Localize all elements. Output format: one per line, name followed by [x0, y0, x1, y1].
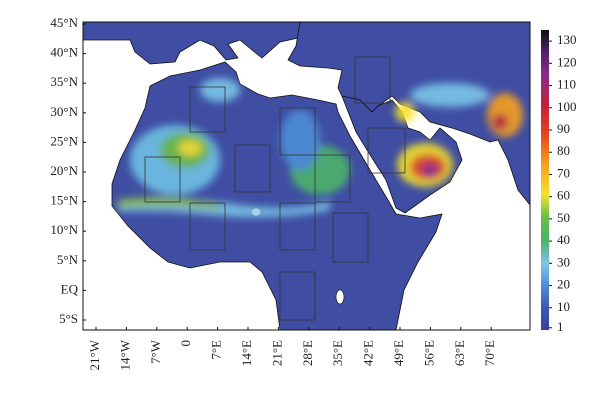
- lon-label: 14°E: [239, 340, 254, 366]
- colorbar-label: 30: [557, 254, 570, 269]
- lat-label: 20°N: [50, 163, 78, 178]
- colorbar-label: 100: [557, 99, 577, 114]
- map-frame: [82, 21, 531, 331]
- colorbar-label: 110: [557, 77, 576, 92]
- lon-label: 7°W: [148, 339, 163, 364]
- colorbar-label: 80: [557, 143, 570, 158]
- lat-label: 15°N: [50, 193, 78, 208]
- lon-label: 63°E: [452, 340, 467, 366]
- lat-label: 45°N: [50, 15, 78, 30]
- lon-label: 42°E: [361, 340, 376, 366]
- lon-label: 28°E: [300, 340, 315, 366]
- lon-label: 0: [178, 340, 193, 347]
- colorbar-label: 20: [557, 277, 570, 292]
- lat-label: 35°N: [50, 74, 78, 89]
- lon-label: 14°W: [117, 339, 132, 370]
- lon-label: 70°E: [482, 340, 497, 366]
- lat-label: 25°N: [50, 133, 78, 148]
- lat-label: 5°S: [59, 311, 78, 326]
- colorbar-label: 60: [557, 188, 570, 203]
- lon-label: 35°E: [330, 340, 345, 366]
- colorbar-label: 70: [557, 165, 570, 180]
- lon-label: 21°E: [269, 340, 284, 366]
- colorbar-label: 130: [557, 32, 577, 47]
- lat-label: 10°N: [50, 222, 78, 237]
- lon-label: 21°W: [87, 339, 102, 370]
- lat-label: EQ: [61, 281, 79, 296]
- colorbar-label: 40: [557, 232, 570, 247]
- colorbar-label: 120: [557, 54, 577, 69]
- colorbar-label: 10: [557, 299, 570, 314]
- lon-label: 49°E: [391, 340, 406, 366]
- lat-label: 5°N: [57, 252, 79, 267]
- colorbar-label: 90: [557, 121, 570, 136]
- colorbar: [541, 30, 549, 330]
- lon-label: 56°E: [421, 340, 436, 366]
- colorbar-label: 50: [557, 210, 570, 225]
- lat-label: 40°N: [50, 45, 78, 60]
- map-area: [83, 22, 530, 330]
- lon-label: 7°E: [209, 340, 224, 360]
- colorbar-label: 1: [557, 319, 564, 334]
- lat-label: 30°N: [50, 104, 78, 119]
